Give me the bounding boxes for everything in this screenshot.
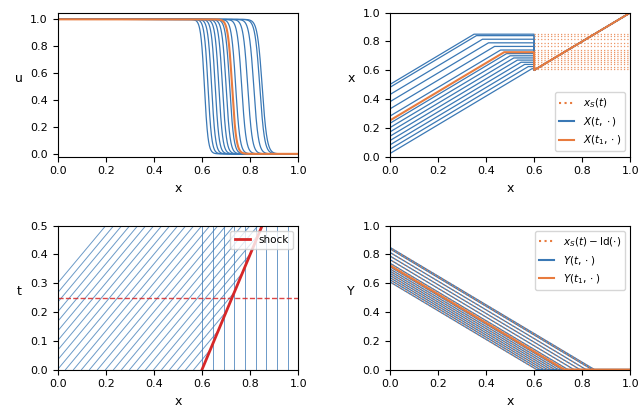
X-axis label: x: x xyxy=(506,182,514,195)
X-axis label: x: x xyxy=(174,395,182,408)
Legend: $x_S(t)$, $X(t, \cdot)$, $X(t_1, \cdot)$: $x_S(t)$, $X(t, \cdot)$, $X(t_1, \cdot)$ xyxy=(554,92,625,151)
Legend: $x_S(t) - \mathrm{Id}(\cdot)$, $Y(t, \cdot)$, $Y(t_1, \cdot)$: $x_S(t) - \mathrm{Id}(\cdot)$, $Y(t, \cd… xyxy=(534,231,625,290)
Legend: shock: shock xyxy=(230,231,293,249)
Y-axis label: t: t xyxy=(17,285,22,298)
Legend: $u(\cdot, t)$, $u(\cdot, t_1)$: $u(\cdot, t)$, $u(\cdot, t_1)$ xyxy=(449,15,515,55)
Y-axis label: x: x xyxy=(348,71,355,84)
Y-axis label: Y: Y xyxy=(348,285,355,298)
Y-axis label: u: u xyxy=(15,71,23,84)
X-axis label: x: x xyxy=(506,395,514,408)
X-axis label: x: x xyxy=(174,182,182,195)
